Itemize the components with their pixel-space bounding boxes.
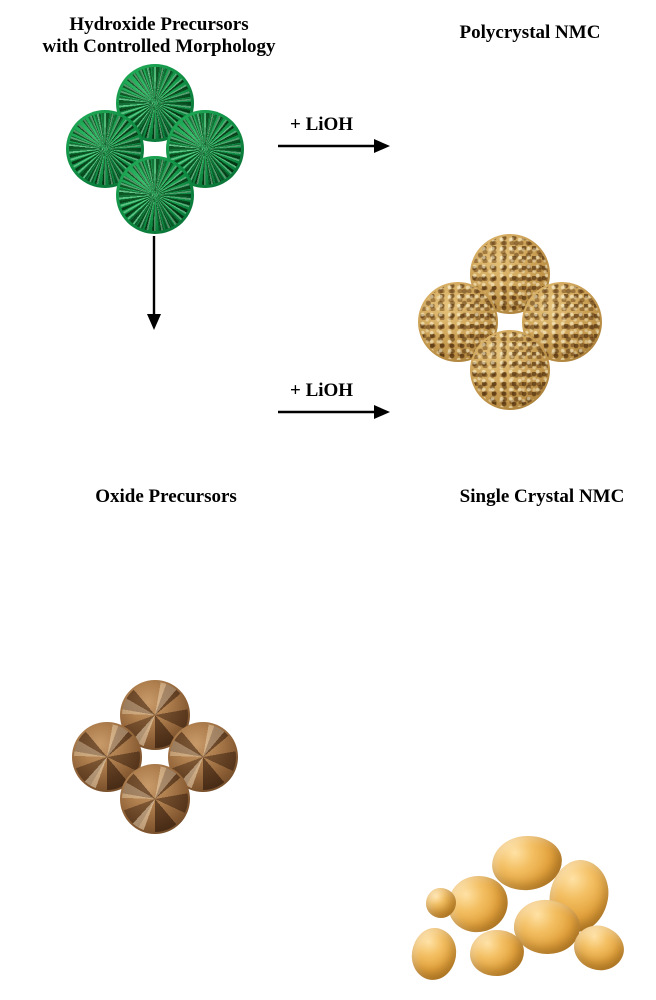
pebble-icon (409, 925, 460, 983)
reagent-label-bottom: + LiOH (290, 380, 353, 402)
reagent-label-top: + LiOH (290, 114, 353, 136)
cluster-polycrystal-nmc (418, 234, 604, 410)
arrow-right-bottom-icon (278, 402, 394, 422)
cluster-oxide-precursors (72, 680, 242, 836)
cluster-hydroxide-precursors (66, 64, 246, 236)
label-single-crystal-nmc: Single Crystal NMC (432, 486, 652, 508)
arrow-right-top-icon (278, 136, 394, 156)
arrow-down-icon (144, 236, 164, 332)
label-oxide-precursors: Oxide Precursors (76, 486, 256, 508)
particle-icon (470, 330, 550, 410)
cluster-single-crystal-nmc (404, 830, 634, 1000)
particle-icon (120, 764, 190, 834)
label-hydroxide-precursors: Hydroxide Precursors with Controlled Mor… (24, 14, 294, 58)
particle-icon (116, 156, 194, 234)
label-polycrystal-nmc: Polycrystal NMC (430, 22, 630, 44)
pebble-icon (426, 888, 456, 918)
